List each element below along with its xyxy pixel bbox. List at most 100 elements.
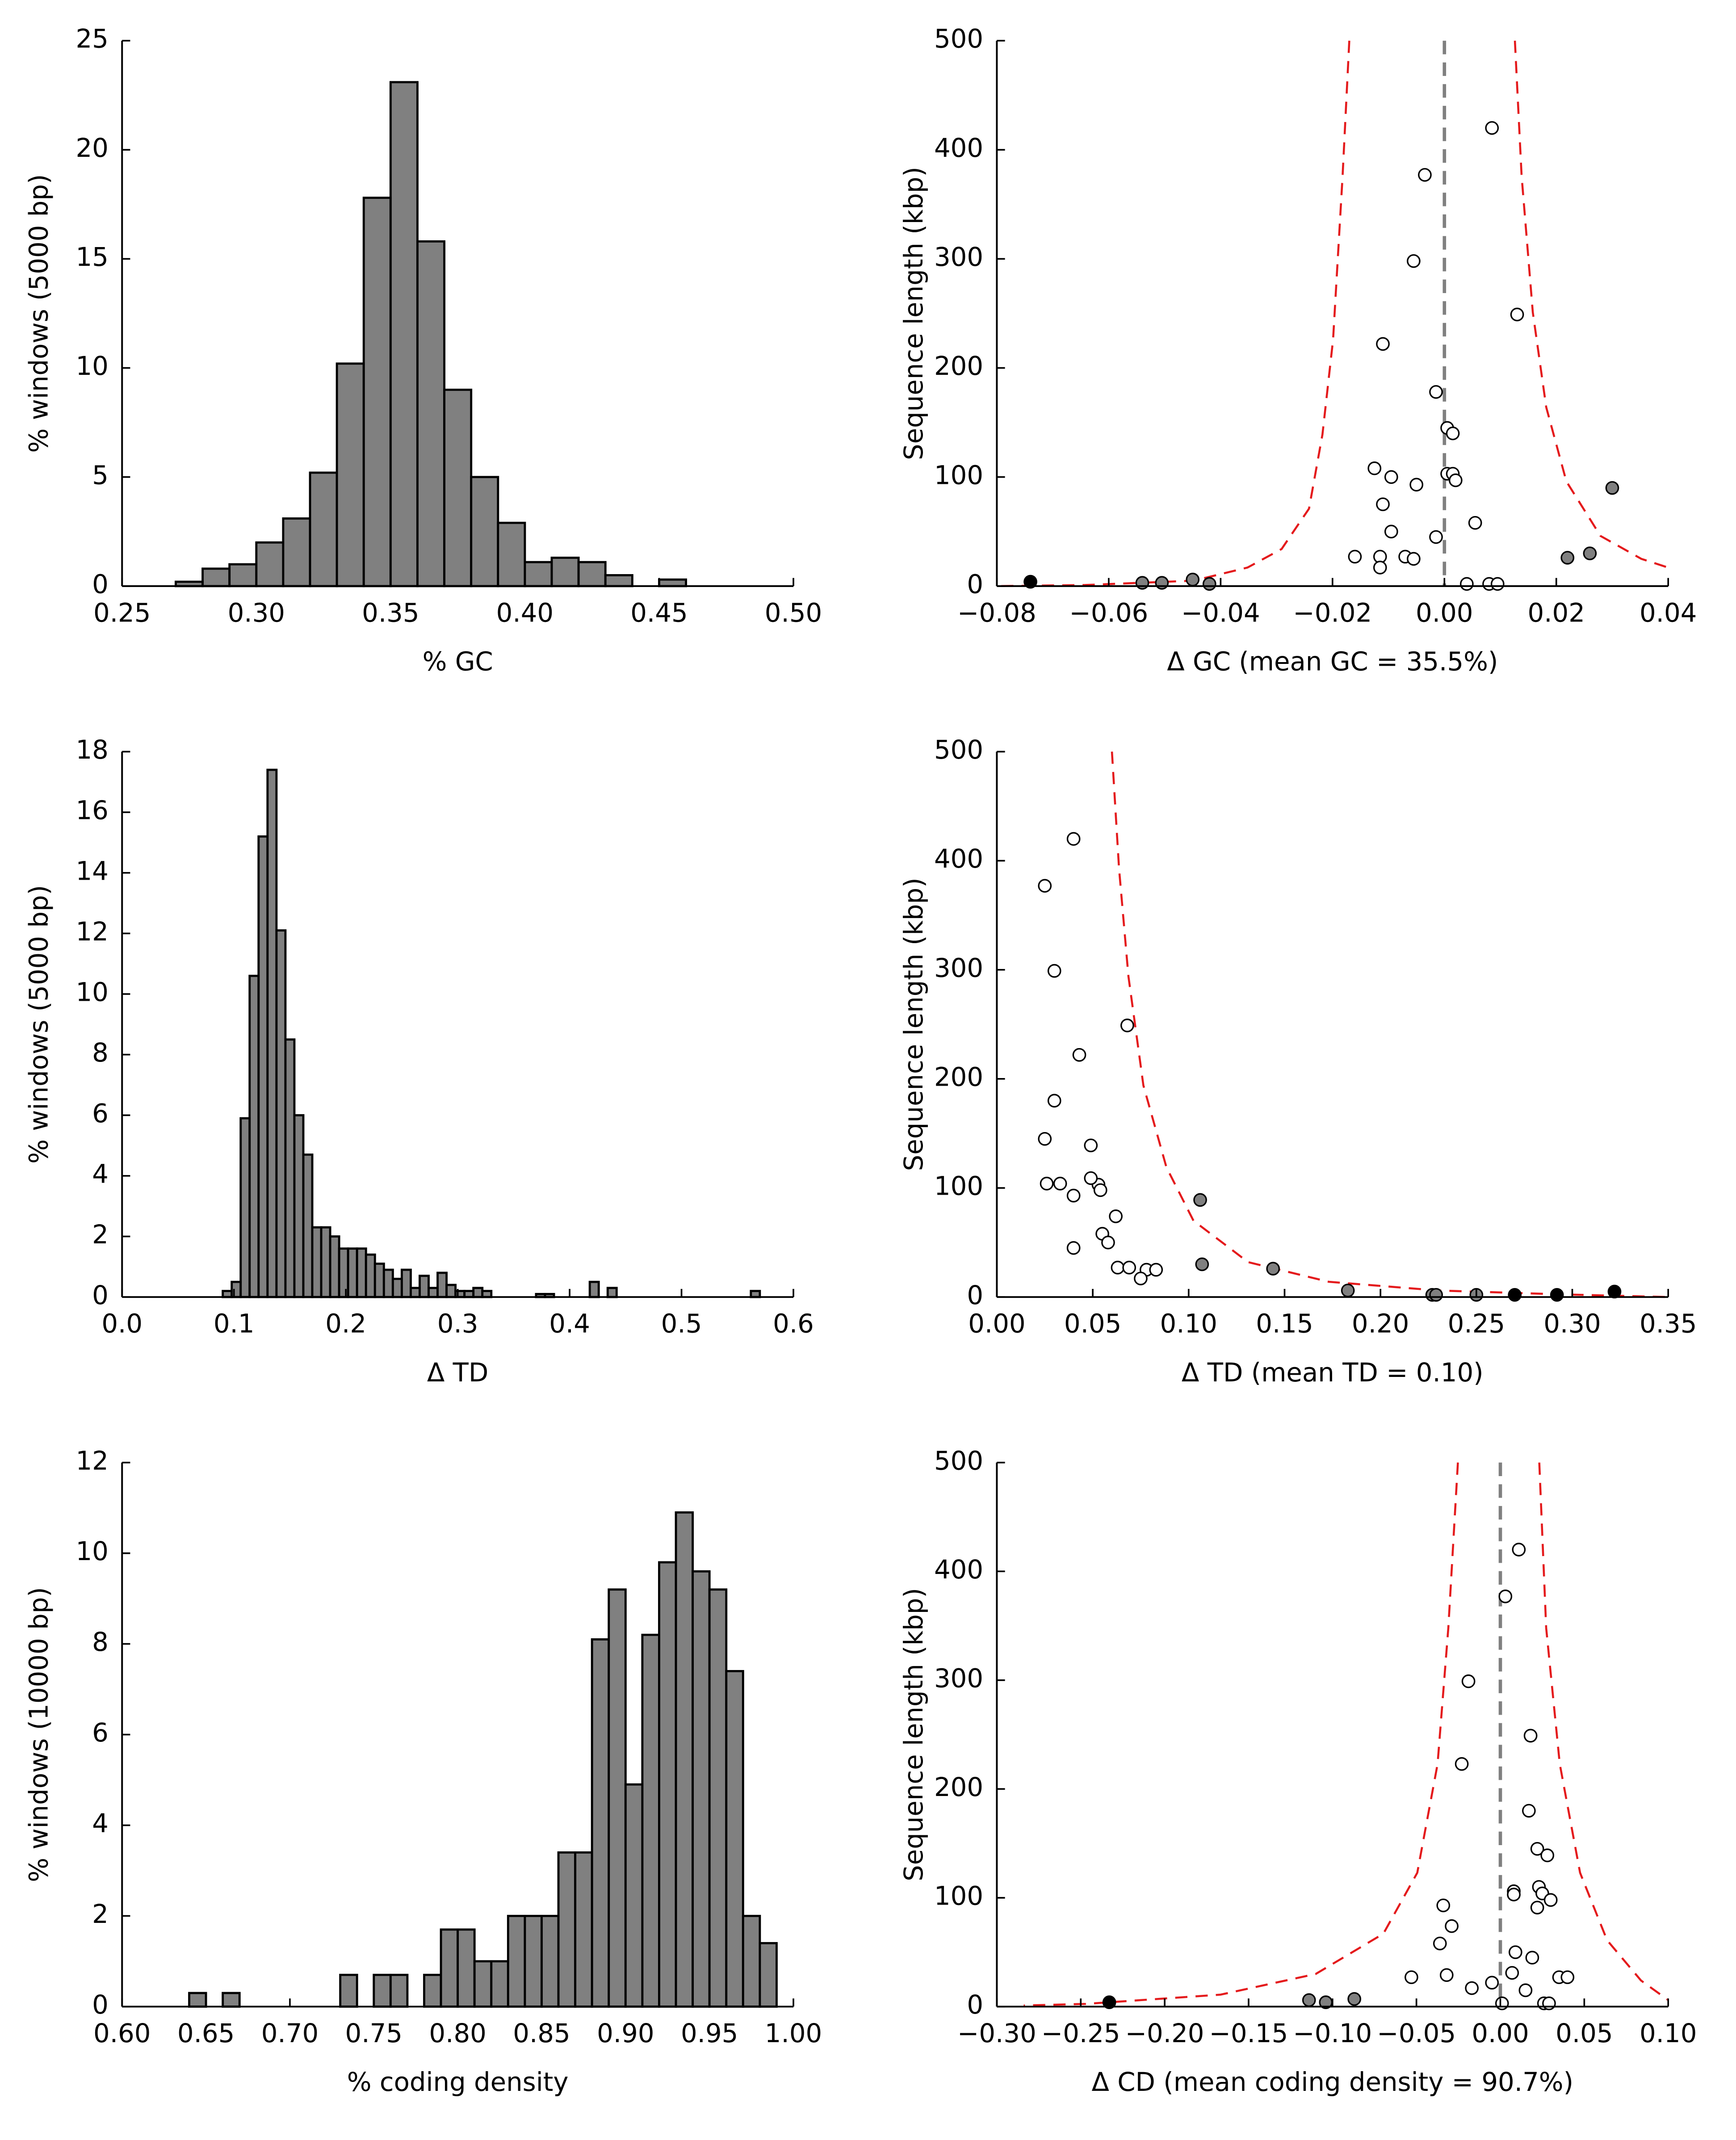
- point: [1407, 552, 1421, 566]
- threshold-curve: [1023, 1462, 1459, 2007]
- y-tick-label: 0: [967, 1989, 983, 2020]
- x-axis-label: Δ CD (mean coding density = 90.7%): [1092, 2067, 1574, 2097]
- y-tick-label: 300: [934, 1663, 983, 1693]
- y-axis-label: Sequence length (kbp): [898, 877, 929, 1171]
- point: [1505, 1966, 1519, 1980]
- bar: [481, 1290, 493, 1298]
- x-tick-label: 0.10: [1640, 2018, 1697, 2048]
- point: [1448, 473, 1463, 487]
- bar: [389, 81, 419, 587]
- x-tick-label: 0.5: [661, 1309, 702, 1339]
- x-tick-label: 0.02: [1528, 597, 1585, 628]
- bar: [490, 1960, 509, 2008]
- x-tick-label: 0.60: [93, 2018, 151, 2048]
- bar: [574, 1851, 593, 2008]
- bar: [339, 1973, 358, 2008]
- x-tick-label: 0.70: [261, 2018, 319, 2048]
- y-tick-label: 0: [92, 1989, 109, 2020]
- x-axis-label: % coding density: [347, 2067, 569, 2097]
- bar: [257, 835, 269, 1298]
- point: [1084, 1171, 1098, 1185]
- point: [1376, 337, 1390, 351]
- point: [1407, 254, 1421, 268]
- bar: [284, 1038, 296, 1298]
- y-axis-label: Sequence length (kbp): [898, 1588, 929, 1881]
- x-tick-label: 0.85: [513, 2018, 570, 2048]
- point: [1465, 1981, 1479, 1995]
- x-tick-label: 0.15: [1256, 1309, 1313, 1339]
- bar: [750, 1290, 761, 1298]
- y-tick-label: 12: [75, 1445, 108, 1476]
- y-tick-label: 10: [75, 351, 108, 381]
- x-tick-label: 0.25: [93, 597, 151, 628]
- y-tick-label: 200: [934, 351, 983, 381]
- x-tick-label: 0.4: [549, 1309, 590, 1339]
- x-tick-label: 0.00: [1416, 597, 1473, 628]
- x-tick-label: 0.2: [325, 1309, 366, 1339]
- x-tick-label: −0.05: [1377, 2018, 1456, 2048]
- bar: [507, 1915, 526, 2008]
- point: [1542, 1996, 1556, 2010]
- point: [1543, 1893, 1558, 1907]
- point: [1605, 481, 1619, 495]
- x-tick-label: −0.20: [1125, 2018, 1204, 2048]
- x-tick-label: −0.30: [957, 2018, 1036, 2048]
- x-tick-label: 0.75: [345, 2018, 403, 2048]
- point: [1522, 1804, 1536, 1818]
- bar: [419, 1275, 430, 1298]
- x-tick-label: 0.95: [681, 2018, 738, 2048]
- y-tick-label: 6: [92, 1717, 109, 1748]
- bar: [365, 1253, 376, 1298]
- bar: [231, 1280, 242, 1298]
- point: [1560, 551, 1575, 565]
- point: [1485, 121, 1499, 135]
- x-tick-label: −0.06: [1069, 597, 1149, 628]
- point: [1433, 1936, 1447, 1951]
- y-axis-label: % windows (5000 bp): [24, 174, 54, 453]
- bar: [497, 521, 526, 587]
- x-tick-label: 0.30: [1543, 1309, 1601, 1339]
- y-tick-label: 200: [934, 1062, 983, 1092]
- x-tick-label: 0.25: [1448, 1309, 1505, 1339]
- point: [1498, 1589, 1513, 1603]
- bar: [443, 388, 473, 587]
- point: [1418, 168, 1432, 182]
- y-tick-label: 6: [92, 1098, 109, 1129]
- point: [1460, 577, 1474, 591]
- y-tick-label: 15: [75, 242, 108, 272]
- point: [1429, 385, 1443, 399]
- bar: [624, 1783, 644, 2008]
- y-tick-label: 500: [934, 24, 983, 54]
- bar: [604, 574, 633, 587]
- x-tick-label: 0.05: [1064, 1309, 1121, 1339]
- threshold-curve: [1538, 1462, 1669, 2001]
- x-tick-label: 0.65: [177, 2018, 235, 2048]
- point: [1550, 1288, 1564, 1302]
- point: [1155, 576, 1169, 590]
- x-tick-label: 0.0: [101, 1309, 143, 1339]
- point: [1193, 1193, 1207, 1207]
- bar: [436, 1271, 448, 1298]
- bar: [524, 1915, 543, 2008]
- point: [1530, 1842, 1544, 1856]
- threshold-curve: [1111, 751, 1669, 1298]
- bar: [282, 517, 311, 587]
- bar: [457, 1928, 476, 2008]
- x-axis-label: Δ GC (mean GC = 35.5%): [1167, 646, 1498, 677]
- y-tick-label: 4: [92, 1159, 109, 1189]
- y-tick-label: 8: [92, 1627, 109, 1657]
- y-tick-label: 0: [92, 1280, 109, 1310]
- bar: [641, 1633, 660, 2008]
- bar: [320, 1226, 331, 1298]
- x-axis-label: Δ TD: [427, 1357, 488, 1388]
- bar: [759, 1942, 778, 2008]
- y-tick-label: 100: [934, 1880, 983, 1911]
- y-tick-label: 4: [92, 1808, 109, 1838]
- y-tick-label: 2: [92, 1899, 109, 1929]
- bar: [222, 1290, 233, 1298]
- x-tick-label: 0.10: [1160, 1309, 1217, 1339]
- point: [1047, 1094, 1061, 1108]
- bar: [416, 240, 446, 587]
- point: [1266, 1262, 1280, 1276]
- x-tick-label: −0.08: [957, 597, 1036, 628]
